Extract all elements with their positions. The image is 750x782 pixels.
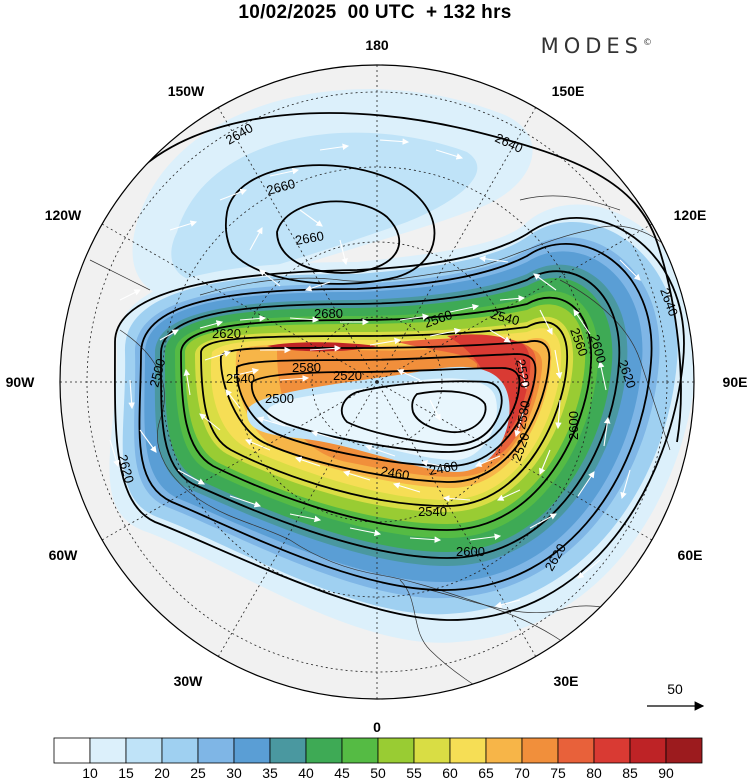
contour-label: 2600 — [566, 411, 581, 440]
contour-2480-line — [251, 367, 521, 453]
colorbar-label: 70 — [514, 765, 530, 781]
colorbar-label: 15 — [118, 765, 134, 781]
shade-band-20 — [171, 132, 478, 283]
contour-label: 2580 — [513, 399, 533, 430]
colorbar-swatch — [53, 737, 91, 764]
colorbar-swatch — [233, 737, 271, 764]
lon-label-180: 180 — [365, 37, 389, 53]
contour-label: 2520 — [333, 368, 362, 383]
contour-label: 2680 — [314, 306, 343, 321]
colorbar-label: 80 — [586, 765, 602, 781]
colorbar-swatch — [269, 737, 307, 764]
colorbar-swatch — [521, 737, 559, 764]
contour-label: 2600 — [456, 544, 485, 559]
map-title: 10/02/2025 00 UTC + 132 hrs — [238, 2, 512, 23]
contour-label: 2540 — [489, 306, 521, 328]
contour-2680-line — [276, 200, 401, 274]
map-boundary — [59, 64, 695, 700]
colorbar-swatch — [557, 737, 595, 764]
lon-label-90w: 90W — [6, 374, 36, 390]
lon-label-150e: 150E — [552, 83, 585, 99]
lon-label-30w: 30W — [174, 673, 204, 689]
colorbar-label: 50 — [370, 765, 386, 781]
lon-label-120w: 120W — [45, 207, 82, 223]
contour-2520-line — [220, 340, 551, 483]
contour-label: 2500 — [265, 391, 294, 406]
brand-name: MODES — [540, 34, 643, 58]
contour-2560-line — [180, 296, 592, 531]
contour-2460-line — [340, 380, 503, 446]
lon-label-60w: 60W — [49, 547, 79, 563]
contour-2580-line — [160, 270, 621, 559]
longitude-labels: 180 150E 120E 90E 60E 30E 0 30W 60W 90W … — [6, 37, 748, 735]
colorbar-swatch — [377, 737, 415, 764]
colorbar-swatch — [449, 737, 487, 764]
contour-label: 2600 — [587, 333, 609, 365]
contour-label: 2580 — [292, 360, 321, 375]
colorbar-swatch — [665, 737, 703, 764]
colorbar-label: 85 — [622, 765, 638, 781]
lon-label-150w: 150W — [168, 83, 205, 99]
colorbar-label: 65 — [478, 765, 494, 781]
colorbar-swatch — [89, 737, 127, 764]
contour-label: 2460 — [379, 463, 410, 483]
copyright-mark: © — [643, 38, 652, 48]
contour-2440-line — [411, 390, 487, 433]
lon-label-90e: 90E — [723, 374, 748, 390]
colorbar-label: 25 — [190, 765, 206, 781]
contour-2620-outer — [114, 217, 685, 621]
colorbar-swatch — [197, 737, 235, 764]
colorbar-label: 30 — [226, 765, 242, 781]
modes-logo: MODES© — [541, 34, 652, 58]
contour-label: 2500 — [146, 357, 168, 389]
lon-label-0: 0 — [373, 719, 381, 735]
inner-core-white — [267, 378, 497, 460]
colorbar-swatch — [485, 737, 523, 764]
contour-label: 2660 — [294, 228, 325, 248]
colorbar-swatch — [125, 737, 163, 764]
contour-label: 2620 — [212, 326, 241, 341]
colorbar-swatch — [305, 737, 343, 764]
contour-2640-line — [101, 112, 682, 443]
colorbar-label: 10 — [82, 765, 98, 781]
wind-vectors — [109, 138, 641, 608]
contour-label: 2540 — [418, 504, 447, 519]
colorbar-label: 20 — [154, 765, 170, 781]
lon-label-60e: 60E — [678, 547, 703, 563]
lon-label-120e: 120E — [674, 207, 707, 223]
colorbar-swatch — [593, 737, 631, 764]
colorbar-label: 45 — [334, 765, 350, 781]
contour-2500-line — [235, 353, 537, 467]
colorbar-swatch — [413, 737, 451, 764]
geopotential-contours — [101, 112, 685, 621]
contour-2600-line — [138, 243, 653, 591]
colorbar-label: 90 — [658, 765, 674, 781]
lon-label-30e: 30E — [554, 673, 579, 689]
colorbar-swatch — [161, 737, 199, 764]
reference-vector-label: 50 — [667, 681, 683, 697]
vector-reference: 50 — [647, 681, 705, 711]
contour-2540-line — [200, 321, 568, 507]
contour-label: 2520 — [513, 358, 533, 389]
colorbar-swatch — [341, 737, 379, 764]
contour-label: 2540 — [226, 371, 255, 386]
contour-label: 2460 — [428, 458, 459, 478]
colorbar-swatch — [629, 737, 667, 764]
colorbar-label: 60 — [442, 765, 458, 781]
colorbar: 10 15 20 25 30 35 40 45 50 55 60 65 70 75 80 85 90 — [53, 737, 703, 781]
colorbar-label: 40 — [298, 765, 314, 781]
contour-label: 2660 — [265, 176, 297, 198]
colorbar-label: 55 — [406, 765, 422, 781]
contour-2660-line — [224, 164, 436, 285]
colorbar-label: 35 — [262, 765, 278, 781]
colorbar-label: 75 — [550, 765, 566, 781]
contour-label: 2620 — [115, 453, 137, 485]
